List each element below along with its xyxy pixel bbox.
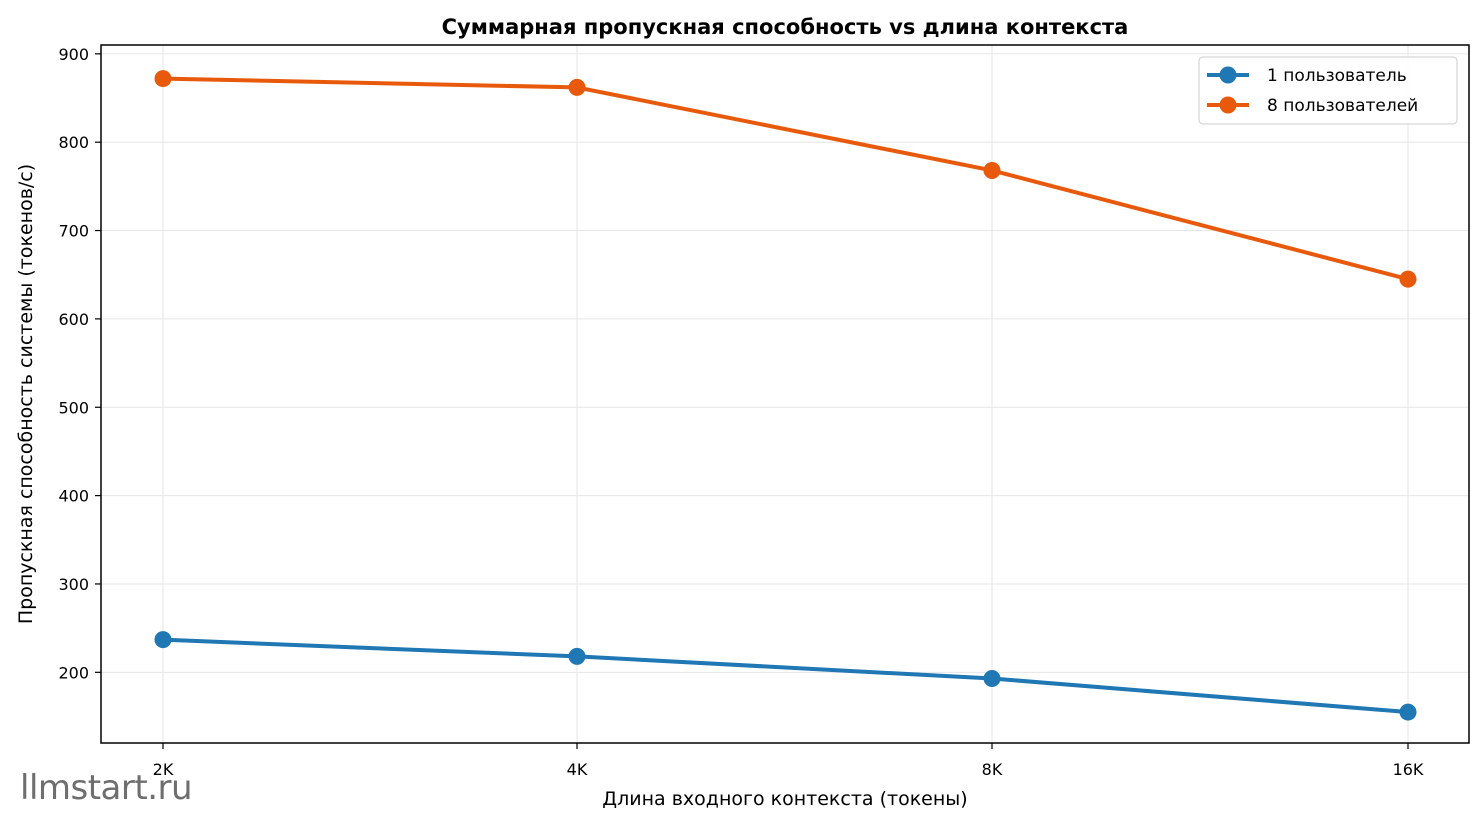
watermark-logo: llmstart.ru: [20, 768, 193, 808]
legend-box: [1198, 56, 1458, 125]
y-axis-ticks: 200 300 400 500 600 700 800 900: [58, 45, 101, 682]
grid-lines: [101, 45, 1469, 743]
data-point: [154, 70, 172, 88]
series-line: [161, 76, 1410, 282]
data-point: [154, 631, 172, 649]
series-2: [154, 70, 1417, 288]
legend-label: 8 пользователей: [1267, 96, 1418, 116]
x-tick-label: 16K: [1393, 760, 1424, 779]
legend: 1 пользователь 8 пользователей: [1198, 56, 1458, 125]
plot-frame: [100, 44, 1470, 744]
legend-label: 1 пользователь: [1267, 66, 1407, 86]
data-point: [568, 78, 586, 96]
chart-title: Суммарная пропускная способность vs длин…: [442, 15, 1129, 39]
x-axis-ticks: 2K 4K 8K 16K: [153, 743, 1424, 779]
data-point: [568, 647, 586, 665]
data-point: [983, 670, 1001, 688]
series-1: [154, 631, 1417, 721]
y-tick-label: 600: [58, 310, 89, 329]
legend-marker: [1219, 66, 1237, 84]
y-tick-label: 200: [58, 663, 89, 682]
legend-item: 8 пользователей: [1207, 96, 1418, 116]
data-point: [1399, 270, 1417, 288]
series-layer: [154, 70, 1417, 721]
y-axis-label: Пропускная способность системы (токенов/…: [15, 164, 37, 624]
legend-item: 1 пользователь: [1207, 66, 1407, 86]
y-tick-label: 300: [58, 575, 89, 594]
y-tick-label: 700: [58, 222, 89, 241]
legend-marker: [1219, 96, 1237, 114]
x-tick-label: 2K: [153, 760, 174, 779]
y-tick-label: 500: [58, 398, 89, 417]
y-tick-label: 800: [58, 133, 89, 152]
data-point: [1399, 703, 1417, 721]
y-tick-label: 900: [58, 45, 89, 64]
x-tick-label: 8K: [982, 760, 1003, 779]
x-axis-label: Длина входного контекста (токены): [602, 788, 967, 810]
data-point: [983, 161, 1001, 179]
x-tick-label: 4K: [567, 760, 588, 779]
series-line: [161, 637, 1410, 715]
y-tick-label: 400: [58, 487, 89, 506]
